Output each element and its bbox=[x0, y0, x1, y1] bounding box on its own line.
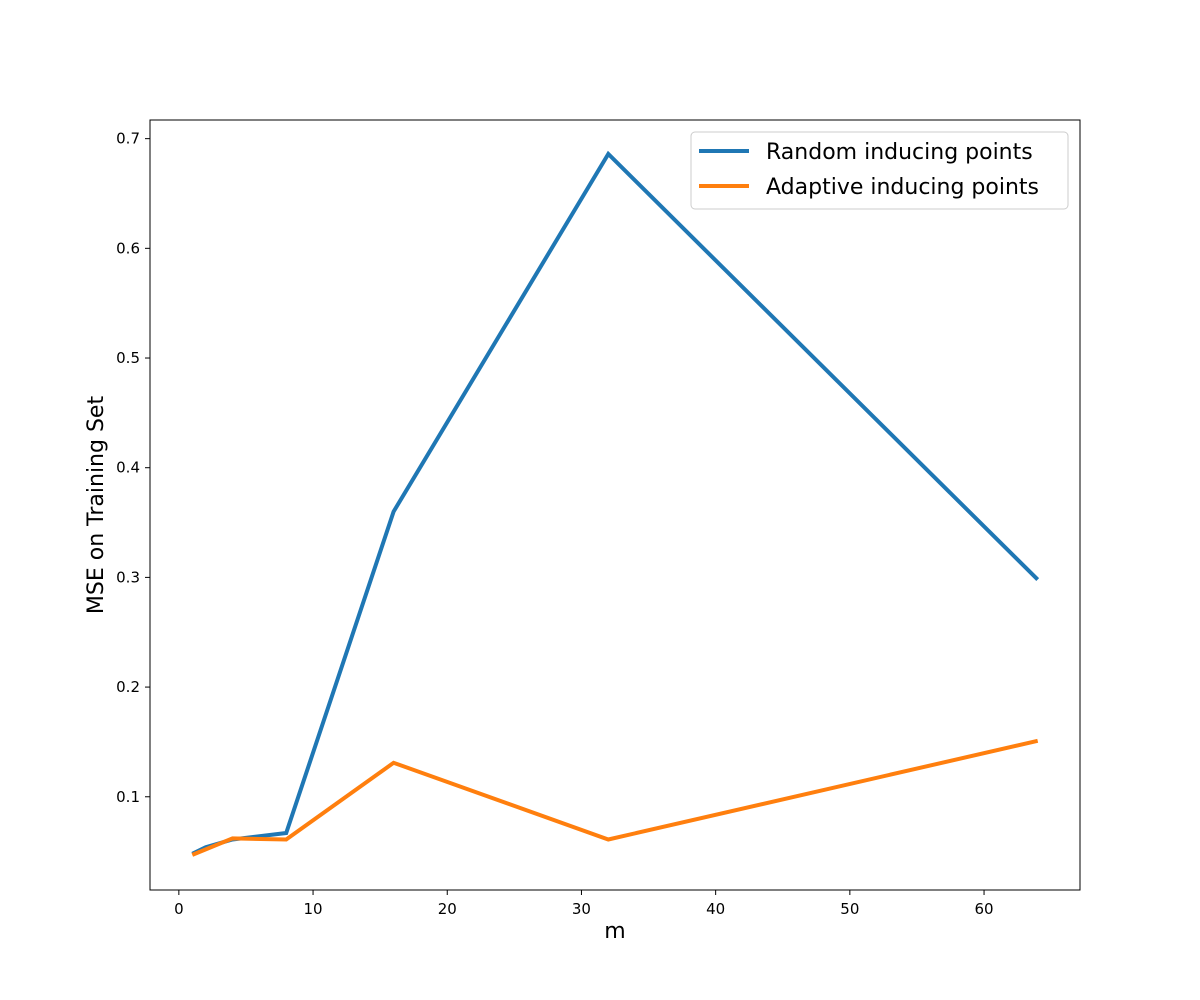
plot-area bbox=[150, 120, 1080, 890]
series-layer bbox=[191, 150, 1040, 857]
x-tick-label: 60 bbox=[975, 900, 994, 918]
x-tick-label: 30 bbox=[572, 900, 591, 918]
y-tick-label: 0.2 bbox=[116, 678, 140, 696]
y-tick-label: 0.6 bbox=[116, 239, 140, 257]
y-tick-label: 0.4 bbox=[116, 459, 140, 477]
y-tick-label: 0.5 bbox=[116, 349, 140, 367]
legend-label-1: Random inducing points bbox=[766, 140, 1033, 165]
x-tick-label: 10 bbox=[304, 900, 323, 918]
y-axis-label: MSE on Training Set bbox=[84, 396, 109, 615]
legend-label-2: Adaptive inducing points bbox=[766, 175, 1039, 200]
x-tick-label: 50 bbox=[840, 900, 859, 918]
y-axis: 0.1 0.2 0.3 0.4 0.5 0.6 0.7 bbox=[116, 130, 150, 806]
legend-box bbox=[690, 131, 1069, 210]
x-tick-label: 0 bbox=[174, 900, 184, 918]
x-axis: 0 10 20 30 40 50 60 bbox=[174, 890, 994, 918]
x-tick-label: 40 bbox=[706, 900, 725, 918]
legend: Random inducing points Adaptive inducing … bbox=[690, 131, 1069, 210]
series-line-1 bbox=[191, 150, 1040, 856]
series-line-2 bbox=[191, 738, 1039, 857]
x-axis-label: m bbox=[604, 919, 625, 944]
y-tick-label: 0.3 bbox=[116, 568, 140, 586]
plot-frame bbox=[149, 119, 1081, 891]
y-tick-label: 0.7 bbox=[116, 130, 140, 148]
x-tick-label: 20 bbox=[438, 900, 457, 918]
y-tick-label: 0.1 bbox=[116, 788, 140, 806]
